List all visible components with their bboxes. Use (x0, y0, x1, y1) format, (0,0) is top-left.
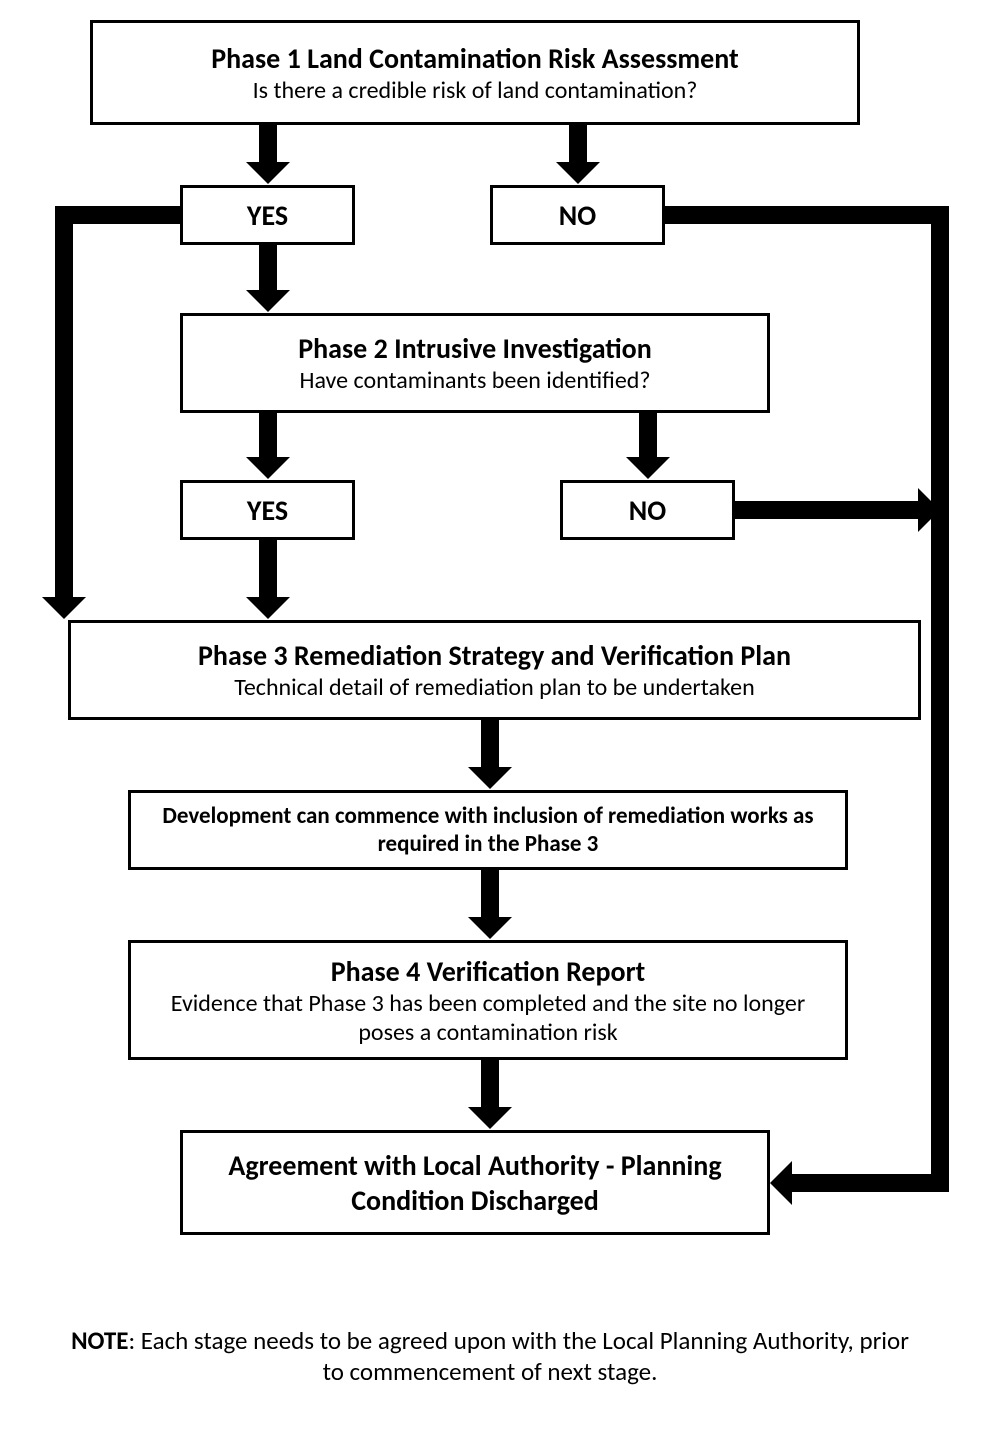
phase4-subtitle: Evidence that Phase 3 has been completed… (143, 989, 833, 1047)
agreement-title: Agreement with Local Authority - Plannin… (195, 1148, 755, 1218)
phase1-box: Phase 1 Land Contamination Risk Assessme… (90, 20, 860, 125)
agreement-box: Agreement with Local Authority - Plannin… (180, 1130, 770, 1235)
phase1-subtitle: Is there a credible risk of land contami… (253, 76, 698, 105)
phase3-title: Phase 3 Remediation Strategy and Verific… (198, 638, 791, 673)
note-body: : Each stage needs to be agreed upon wit… (128, 1325, 908, 1387)
phase4-title: Phase 4 Verification Report (331, 954, 646, 989)
phase2-box: Phase 2 Intrusive Investigation Have con… (180, 313, 770, 413)
note-bold: NOTE (71, 1325, 128, 1356)
yes1-box: YES (180, 185, 355, 245)
no2-label: NO (629, 493, 666, 528)
yes2-box: YES (180, 480, 355, 540)
phase3-subtitle: Technical detail of remediation plan to … (234, 673, 754, 702)
no2-box: NO (560, 480, 735, 540)
yes1-label: YES (247, 198, 288, 233)
phase1-title: Phase 1 Land Contamination Risk Assessme… (211, 41, 739, 76)
note-text: NOTE: Each stage needs to be agreed upon… (60, 1325, 920, 1387)
phase2-title: Phase 2 Intrusive Investigation (298, 331, 652, 366)
development-box: Development can commence with inclusion … (128, 790, 848, 870)
phase4-box: Phase 4 Verification Report Evidence tha… (128, 940, 848, 1060)
yes2-label: YES (247, 493, 288, 528)
phase3-box: Phase 3 Remediation Strategy and Verific… (68, 620, 921, 720)
phase2-subtitle: Have contaminants been identified? (300, 366, 651, 395)
no1-label: NO (559, 198, 596, 233)
no1-box: NO (490, 185, 665, 245)
development-text: Development can commence with inclusion … (143, 802, 833, 858)
